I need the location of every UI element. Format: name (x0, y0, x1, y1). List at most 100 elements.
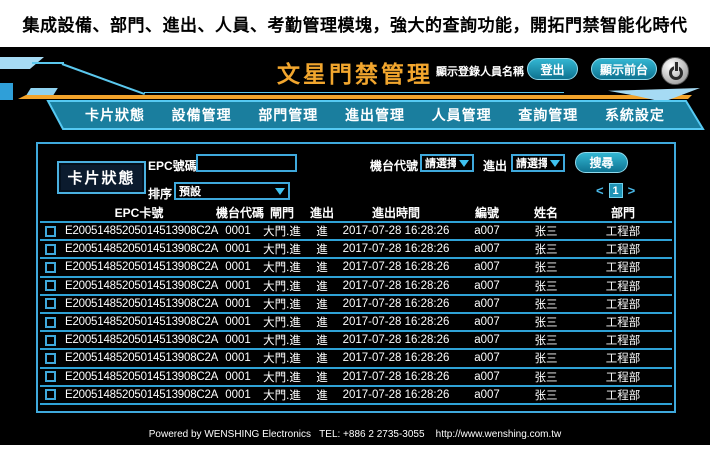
nav-item-device-mgmt[interactable]: 設備管理 (171, 107, 232, 123)
cell-dept: 工程部 (605, 371, 641, 384)
table-row: E20051485205014513908C2A 0001 大門.進 進 201… (40, 387, 672, 405)
search-button[interactable]: 搜尋 (575, 152, 628, 173)
cell-number: a007 (474, 243, 500, 256)
epc-input[interactable] (196, 154, 297, 172)
cell-dept: 工程部 (605, 226, 641, 239)
cell-dept: 工程部 (605, 353, 641, 366)
row-checkbox[interactable] (45, 225, 56, 237)
cell-gate: 大門.進 (263, 298, 301, 311)
login-name-label: 顯示登錄人員名稱 (436, 66, 524, 78)
current-page-button[interactable]: 1 (608, 183, 623, 198)
row-checkbox-cell (40, 261, 62, 273)
logout-button[interactable]: 登出 (527, 58, 578, 80)
table-row: E20051485205014513908C2A 0001 大門.進 進 201… (40, 314, 672, 333)
cell-name: 张三 (534, 244, 558, 257)
cell-dept: 工程部 (605, 244, 641, 257)
cell-inout: 進 (316, 353, 328, 366)
cell-gate: 大門.進 (263, 371, 301, 384)
cell-number: a007 (474, 352, 500, 365)
machine-code-select-value: 請選擇 (425, 158, 456, 170)
card-status-section-button[interactable]: 卡片狀態 (57, 161, 146, 194)
epc-label: EPC號碼 (148, 159, 197, 173)
bottom-white-strip (0, 445, 710, 460)
col-header-machine: 機台代碼 (216, 206, 265, 220)
row-checkbox[interactable] (45, 261, 56, 273)
row-checkbox-cell (40, 352, 62, 364)
row-checkbox[interactable] (45, 280, 56, 292)
col-header-name: 姓名 (533, 206, 558, 220)
cell-name: 张三 (534, 280, 558, 293)
nav-items: 卡片狀態 設備管理 部門管理 進出管理 人員管理 查詢管理 系統設定 (85, 100, 665, 130)
cell-name: 张三 (534, 371, 558, 384)
cell-machine: 0001 (225, 297, 251, 310)
cell-dept: 工程部 (605, 262, 641, 275)
row-checkbox-cell (40, 225, 62, 237)
cell-machine: 0001 (225, 352, 251, 365)
cell-epc: E20051485205014513908C2A (65, 225, 219, 238)
circuit-line-horizontal (144, 92, 564, 93)
cell-machine: 0001 (225, 316, 251, 329)
pagination: < 1 > (596, 183, 635, 198)
cell-dept: 工程部 (605, 317, 641, 330)
nav-item-dept-mgmt[interactable]: 部門管理 (258, 107, 319, 123)
sort-select[interactable]: 預設 (174, 182, 290, 200)
chevron-down-icon (459, 159, 469, 167)
cell-epc: E20051485205014513908C2A (65, 388, 219, 401)
table-row: E20051485205014513908C2A 0001 大門.進 進 201… (40, 369, 672, 387)
power-bar (674, 62, 678, 71)
nav-item-person-mgmt[interactable]: 人員管理 (431, 107, 492, 123)
col-header-inout: 進出 (309, 206, 334, 220)
row-checkbox-cell (40, 316, 62, 328)
row-checkbox[interactable] (45, 389, 56, 401)
nav-item-card-status[interactable]: 卡片狀態 (85, 107, 145, 123)
cell-time: 2017-07-28 16:28:26 (342, 261, 450, 274)
show-frontend-button[interactable]: 顯示前台 (591, 58, 657, 80)
inout-select[interactable]: 請選擇 (511, 154, 565, 172)
machine-code-select[interactable]: 請選擇 (420, 154, 474, 172)
row-checkbox[interactable] (45, 334, 56, 346)
row-checkbox[interactable] (45, 243, 56, 255)
footer-bar: Powered by WENSHING Electronics TEL: +88… (0, 424, 710, 445)
cell-time: 2017-07-28 16:28:26 (342, 316, 450, 329)
table-row: E20051485205014513908C2A 0001 大門.進 進 201… (40, 296, 672, 314)
inout-select-value: 請選擇 (516, 158, 547, 170)
cell-name: 张三 (534, 298, 558, 311)
cell-time: 2017-07-28 16:28:26 (342, 388, 450, 401)
cell-epc: E20051485205014513908C2A (65, 261, 219, 274)
nav-item-system-config[interactable]: 系統設定 (604, 107, 665, 123)
row-checkbox-cell (40, 371, 62, 383)
cell-epc: E20051485205014513908C2A (65, 352, 219, 365)
cell-dept: 工程部 (605, 389, 641, 402)
cell-inout: 進 (316, 262, 328, 275)
cell-gate: 大門.進 (263, 262, 301, 275)
row-checkbox-cell (40, 298, 62, 310)
cell-number: a007 (474, 334, 500, 347)
nav-item-inout-mgmt[interactable]: 進出管理 (344, 107, 405, 123)
nav-item-query-mgmt[interactable]: 查詢管理 (518, 107, 579, 123)
cell-name: 张三 (534, 389, 558, 402)
row-checkbox[interactable] (45, 298, 56, 310)
col-header-dept: 部門 (610, 206, 635, 220)
cell-machine: 0001 (225, 370, 251, 383)
cell-machine: 0001 (225, 261, 251, 274)
machine-code-label: 機台代號 (370, 159, 419, 173)
col-header-gate: 閘門 (269, 206, 294, 220)
table-row: E20051485205014513908C2A 0001 大門.進 進 201… (40, 332, 672, 351)
sort-select-value: 預設 (179, 186, 201, 198)
table-row: E20051485205014513908C2A 0001 大門.進 進 201… (40, 278, 672, 296)
cell-name: 张三 (534, 262, 558, 275)
row-checkbox-cell (40, 334, 62, 346)
cell-gate: 大門.進 (263, 389, 301, 402)
cell-inout: 進 (316, 335, 328, 348)
prev-page-button[interactable]: < (596, 183, 604, 198)
next-page-button[interactable]: > (627, 183, 636, 198)
cell-gate: 大門.進 (263, 280, 301, 293)
cell-inout: 進 (316, 244, 328, 257)
row-checkbox-cell (40, 280, 62, 292)
power-icon[interactable] (661, 57, 689, 85)
row-checkbox[interactable] (45, 371, 56, 383)
cell-gate: 大門.進 (263, 244, 301, 257)
row-checkbox[interactable] (45, 316, 56, 328)
cell-epc: E20051485205014513908C2A (65, 334, 219, 347)
row-checkbox[interactable] (45, 352, 56, 364)
